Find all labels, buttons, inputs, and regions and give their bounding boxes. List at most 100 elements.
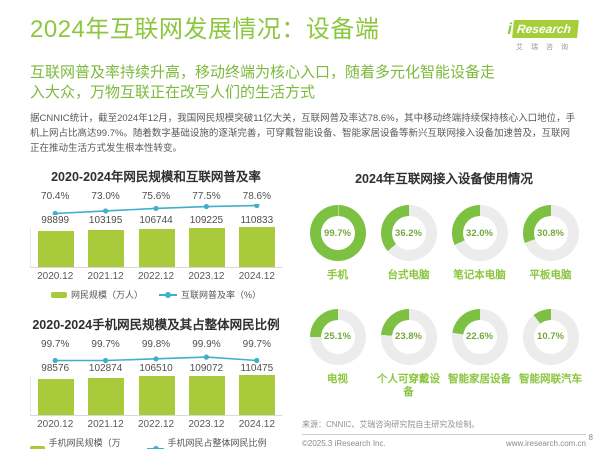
line-value-label: 78.6% [242,191,271,203]
bar [88,377,125,416]
bar-column [81,377,131,416]
x-axis-label: 2024.12 [238,271,275,283]
line-value-label: 70.4% [41,191,70,203]
bar [238,375,275,416]
donut-hole [533,216,568,251]
bar-column [182,227,232,268]
device-label: 电视 [327,372,348,385]
legend-bar-series: 网民规模（万人） [50,288,143,301]
device-donut: 30.8% 平板电脑 [515,205,586,283]
x-axis-label: 2020.12 [37,419,74,431]
x-axis-label: 2021.12 [87,419,124,431]
bars [30,227,282,269]
bar-value-label: 103195 [88,215,123,227]
donut-hole [462,216,497,251]
donut-percent-label: 36.2% [395,227,422,239]
x-axis-label: 2022.12 [137,419,175,431]
chart-netizen-scale: 2020-2024年网民规模和互联网普及率 70.4% 73.0% 75.6% 77.… [30,166,282,301]
x-axis-labels: 2020.12 2021.12 2022.12 2023.12 2024.12 [30,268,282,282]
 [153,446,160,449]
bar-value-labels: 98899 103195 106744 109225 110833 [30,215,282,228]
device-donut: 36.2% 台式电脑 [373,205,444,283]
bar-line-chart: 99.7% 99.7% 99.8% 99.9% 99.7% 98576 102874 1065… [30,339,282,449]
donut-ring-icon: 32.0% [451,205,508,262]
bar-value-label: 106510 [139,363,173,375]
source-note: 来源：CNNIC、艾瑞咨询研究院自主研究及绘制。 [302,420,480,430]
bar [238,227,275,268]
line-value-label: 99.7% [242,339,271,351]
logo-brand: Research [512,20,579,38]
line-value-label: 73.0% [91,191,120,203]
bar [88,229,125,268]
trend-line-svg [52,354,260,364]
donut-hole [320,216,355,251]
x-axis-label: 2024.12 [238,419,275,431]
bar [38,379,75,416]
line-value-label: 99.7% [91,339,120,351]
device-donut-grid: 99.7% 手机 36.2% 台式电脑 32.0% 笔记本电脑 30.8% 平板电脑 25.1%… [302,205,586,400]
bar-value-label: 110833 [240,215,274,227]
bar-swatch-icon [50,291,67,298]
x-axis-label: 2022.12 [137,271,175,283]
donut-ring-icon: 22.6% [451,308,508,365]
device-donut: 99.7% 手机 [302,205,373,283]
donut-percent-label: 22.6% [466,331,493,343]
donut-hole [391,216,426,251]
donut-ring-icon: 10.7% [522,308,579,365]
bar-column [31,379,81,416]
donut-hole [391,319,426,354]
right-column: 2024年互联网接入设备使用情况 99.7% 手机 36.2% 台式电脑 32.0% 笔记… [302,166,586,448]
donut-hole [320,319,355,354]
legend-bar-series: 手机网民规模（万人） [30,436,131,449]
bar-value-label: 109225 [189,215,224,227]
bars [30,375,282,417]
website-link[interactable]: www.iresearch.com.cn [505,439,586,449]
donut-percent-label: 23.8% [395,331,422,343]
donut-ring-icon: 25.1% [309,308,366,365]
donut-ring-icon: 99.7% [309,205,366,262]
x-axis-label: 2023.12 [188,419,225,431]
 [165,291,171,298]
device-donut: 10.7% 智能网联汽车 [515,308,586,400]
donut-percent-label: 32.0% [466,227,493,239]
device-donut: 22.6% 智能家居设备 [444,308,515,400]
logo-i-icon: i [507,21,512,38]
bar [188,227,225,268]
bar-value-label: 98576 [41,363,70,375]
device-donut: 25.1% 电视 [302,308,373,400]
bar-value-label: 110475 [240,363,274,375]
bar-value-label: 109072 [189,363,224,375]
donut-percent-label: 25.1% [324,331,351,343]
copyright-text: ©2025.3 iResearch Inc. [302,439,386,449]
donut-hole [462,319,497,354]
device-label: 个人可穿戴设备 [377,372,440,399]
bar [138,376,175,416]
trend-line [30,204,282,216]
line-value-labels: 99.7% 99.7% 99.8% 99.9% 99.7% [30,339,282,352]
bar-value-label: 102874 [88,363,123,375]
device-label: 手机 [327,269,348,282]
chart-legend: 手机网民规模（万人） 手机网民占整体网民比例（%） [30,436,282,449]
legend-line-series: 互联网普及率（%） [159,288,261,301]
iresearch-logo: i Research 艾瑞咨询 [494,20,579,52]
line-value-label: 99.7% [41,339,70,351]
chart-mobile-netizen: 2020-2024手机网民规模及其占整体网民比例 99.7% 99.7% 99.8%… [30,314,282,449]
legend-label: 手机网民规模（万人） [48,438,121,449]
donut-percent-label: 30.8% [537,227,564,239]
bar-column [131,376,181,416]
device-label: 笔记本电脑 [453,269,506,282]
logo-cn-text: 艾瑞咨询 [516,44,576,51]
x-axis-label: 2023.12 [188,271,225,283]
device-label: 台式电脑 [387,269,430,282]
x-axis-label: 2020.12 [37,271,74,283]
bar [138,228,175,268]
line-value-label: 99.8% [141,339,171,351]
donut-ring-icon: 30.8% [522,205,579,262]
trend-line-svg [52,204,260,216]
chart-title: 2020-2024年网民规模和互联网普及率 [51,170,261,185]
chart-title: 2020-2024手机网民规模及其占整体网民比例 [32,318,280,333]
line-value-label: 75.6% [141,191,171,203]
device-label: 智能家居设备 [448,372,511,385]
legend-label: 手机网民占整体网民比例（%） [167,438,267,449]
